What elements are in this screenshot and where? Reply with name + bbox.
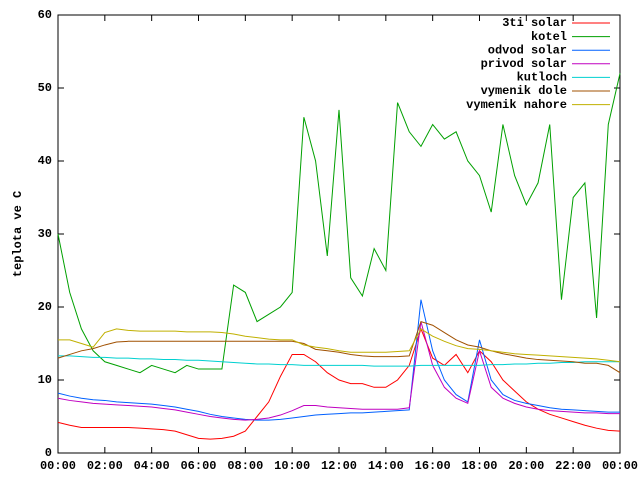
series-line <box>57 73 621 374</box>
legend-label: vymenik nahore <box>466 98 567 112</box>
x-tick-label: 20:00 <box>508 459 544 473</box>
y-tick-label: 60 <box>38 8 52 22</box>
series-line <box>57 321 620 421</box>
series-line <box>57 299 620 421</box>
y-tick-label: 40 <box>38 154 52 168</box>
legend-label: odvod solar <box>488 43 567 57</box>
x-tick-label: 02:00 <box>87 459 123 473</box>
y-tick-label: 30 <box>38 227 52 241</box>
y-tick-label: 0 <box>45 446 52 460</box>
x-tick-label: 00:00 <box>40 459 76 473</box>
x-tick-label: 04:00 <box>134 459 170 473</box>
series-line <box>57 320 621 374</box>
y-tick-label: 50 <box>38 81 52 95</box>
legend-label: kotel <box>531 30 567 44</box>
legend-label: kutloch <box>517 71 567 85</box>
x-tick-label: 00:00 <box>602 459 638 473</box>
y-axis-label: teplota ve C <box>11 191 25 277</box>
x-tick-label: 10:00 <box>274 459 310 473</box>
series-line <box>58 328 621 363</box>
x-tick-label: 18:00 <box>461 459 497 473</box>
x-tick-label: 22:00 <box>555 459 591 473</box>
x-tick-label: 16:00 <box>415 459 451 473</box>
legend-label: privod solar <box>481 57 567 71</box>
x-tick-label: 08:00 <box>227 459 263 473</box>
x-tick-label: 14:00 <box>368 459 404 473</box>
x-tick-label: 12:00 <box>321 459 357 473</box>
y-tick-label: 20 <box>38 300 52 314</box>
series-line <box>58 355 620 367</box>
series-line <box>57 327 621 440</box>
legend-label: vymenik dole <box>481 84 567 98</box>
y-tick-label: 10 <box>38 373 52 387</box>
x-tick-label: 06:00 <box>180 459 216 473</box>
legend-label: 3ti solar <box>502 16 567 30</box>
